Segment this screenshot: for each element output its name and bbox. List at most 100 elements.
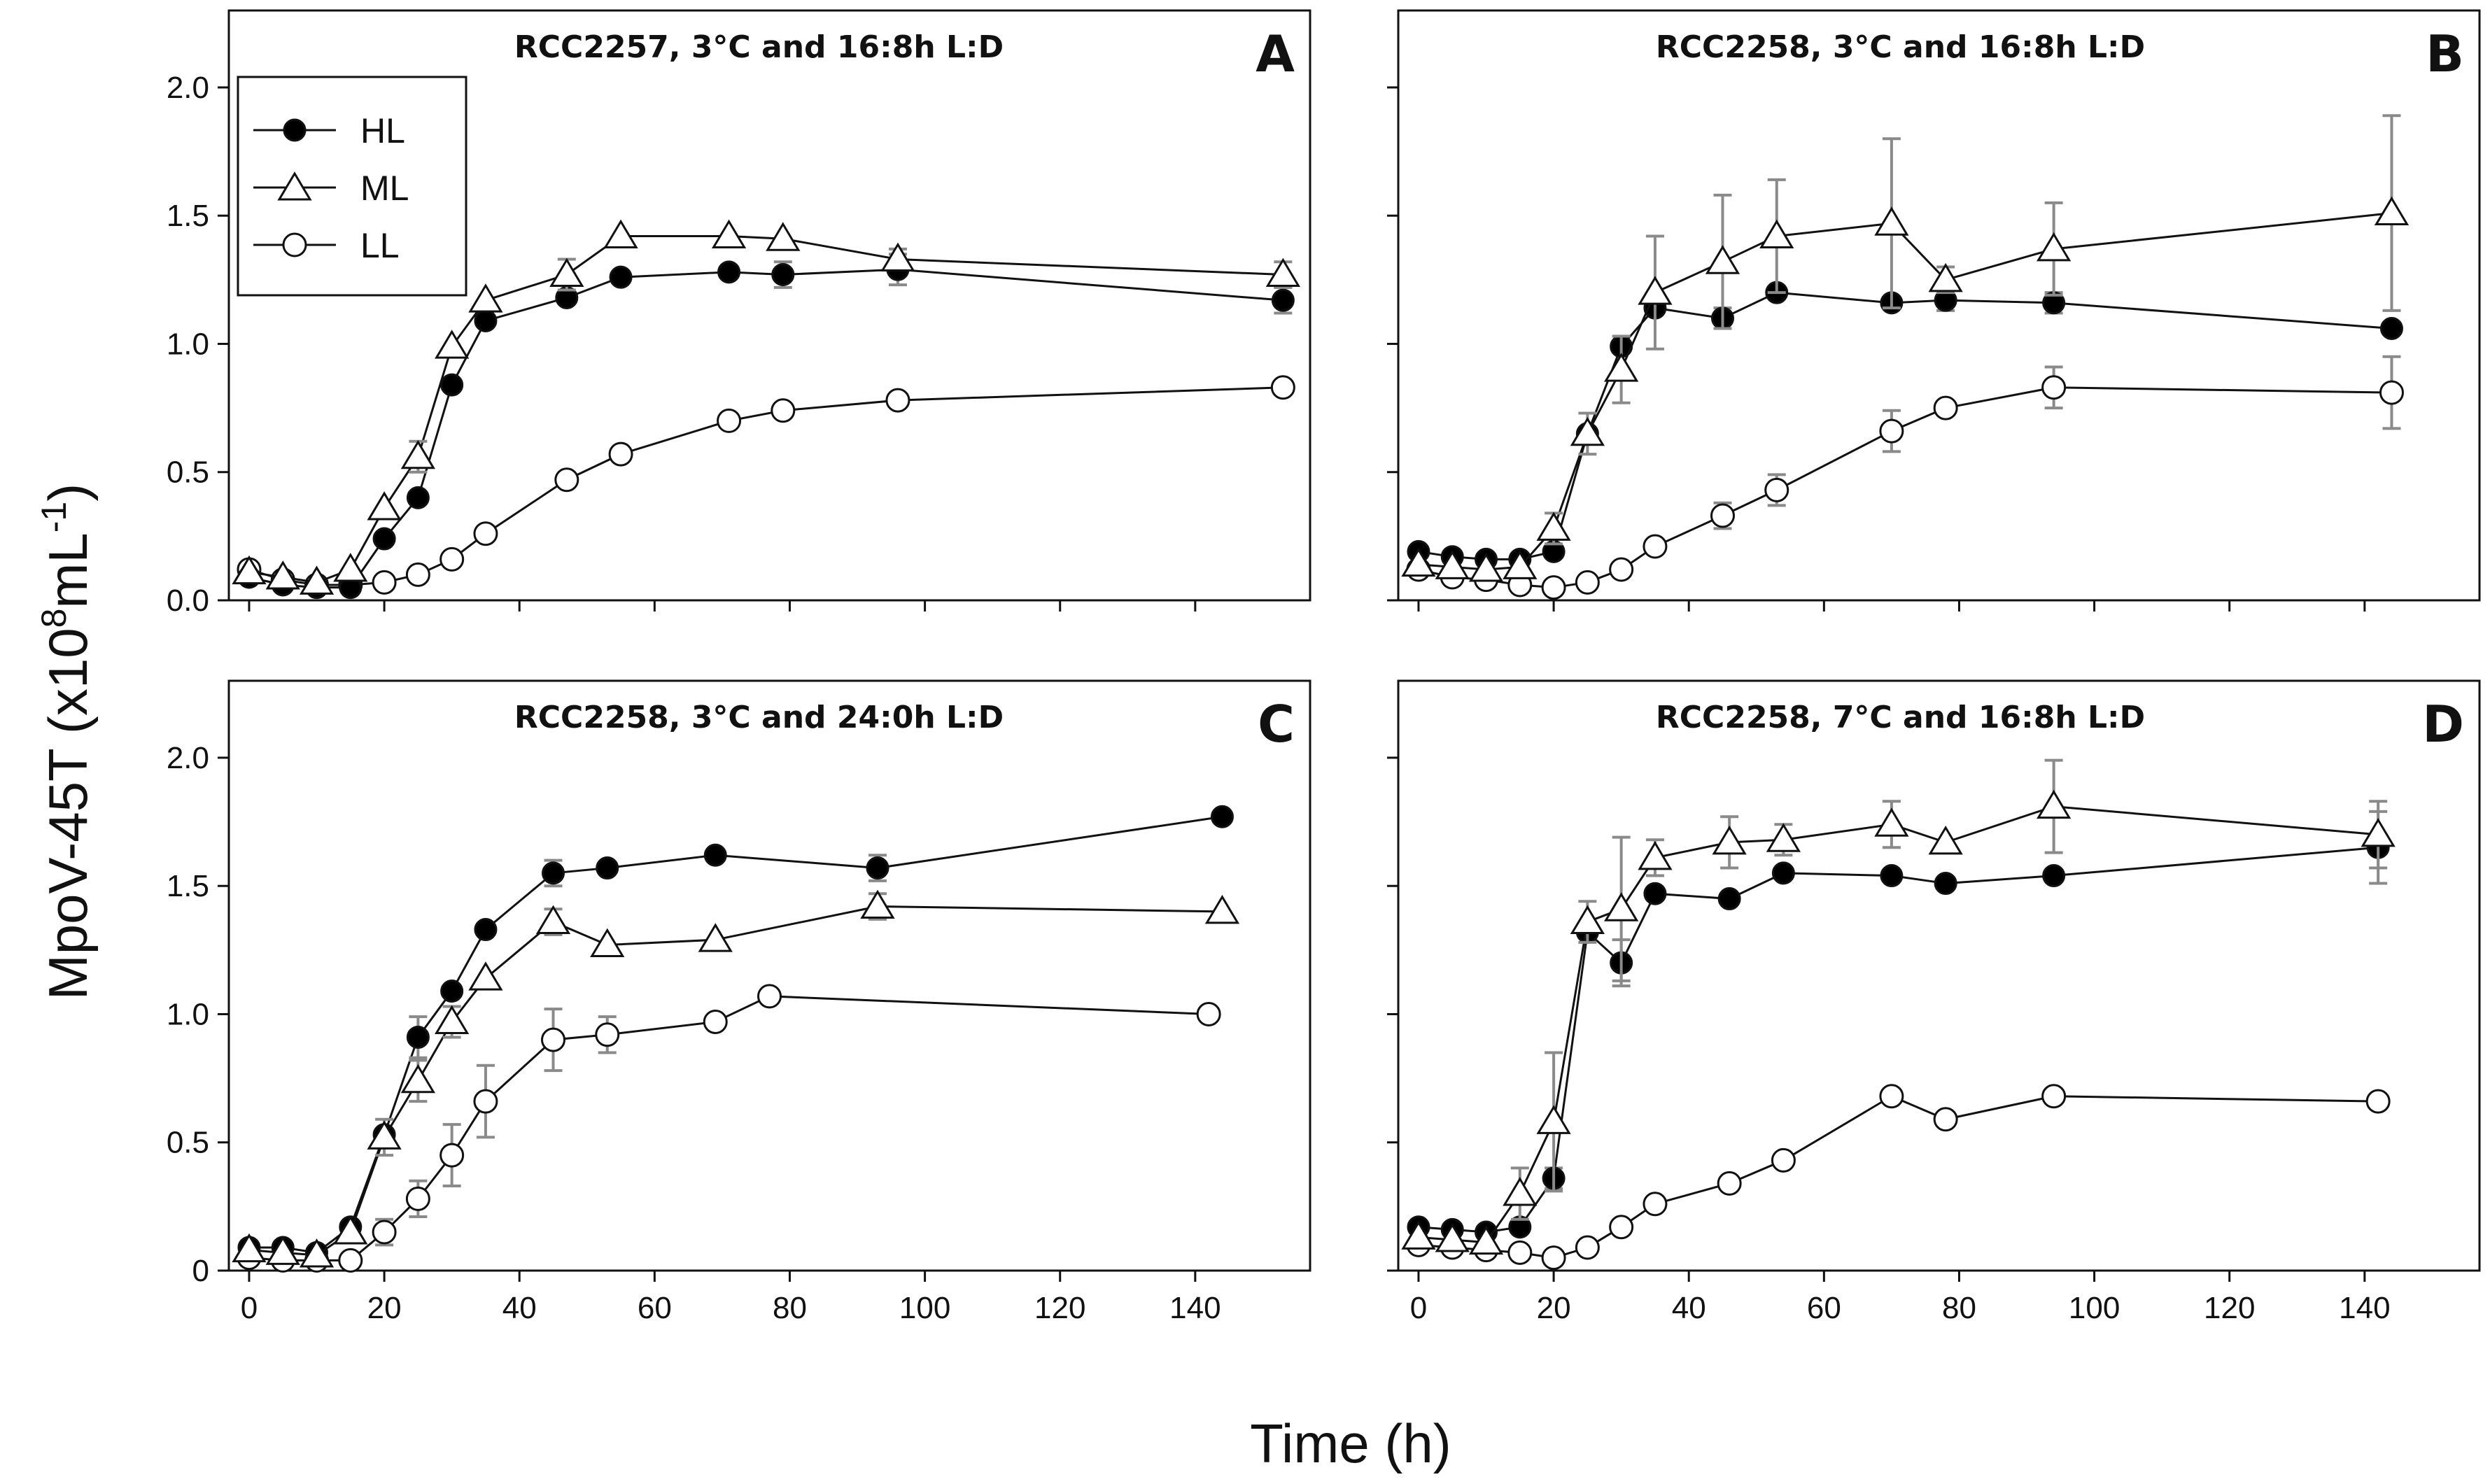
- data-point-ll: [1541, 575, 1566, 600]
- data-point-hl: [609, 265, 633, 289]
- data-point-ll: [1643, 1192, 1668, 1217]
- y-axis-label-main: MpoV-45T (x10: [37, 628, 99, 1000]
- panel-title-c: RCC2258, 3°C and 24:0h L:D: [514, 700, 1004, 735]
- data-point-ml: [1928, 262, 1963, 292]
- series-ml: [232, 219, 1301, 595]
- data-point-ml: [435, 330, 470, 359]
- data-point-hl: [372, 527, 396, 551]
- data-point-ll: [1933, 1107, 1958, 1132]
- x-tick-label: 40: [1672, 1291, 1706, 1325]
- data-point-ml: [1401, 1220, 1436, 1250]
- data-point-ll: [1575, 570, 1600, 595]
- data-point-ll: [1541, 1245, 1566, 1271]
- y-tick-label: 1.0: [167, 997, 209, 1031]
- data-point-hl: [1210, 805, 1234, 828]
- data-point-hl: [703, 843, 727, 867]
- data-point-hl: [474, 309, 498, 332]
- legend-marker-ml: [277, 171, 312, 201]
- legend-item-ml: ML: [253, 169, 409, 208]
- x-tick-label: 120: [1034, 1291, 1085, 1325]
- x-tick-label: 80: [773, 1291, 807, 1325]
- data-point-ml: [333, 1215, 368, 1245]
- data-point-ll: [1879, 1084, 1904, 1109]
- y-tick-label: 0: [192, 1254, 209, 1288]
- data-point-ml: [2037, 232, 2072, 262]
- x-tick-label: 100: [899, 1291, 950, 1325]
- data-point-ll: [1643, 534, 1668, 559]
- data-point-ll: [2379, 380, 2404, 405]
- legend-item-ll: LL: [253, 226, 400, 265]
- data-point-ml: [2037, 789, 2072, 819]
- data-point-ml: [1759, 219, 1794, 249]
- data-point-ll: [703, 1009, 728, 1034]
- y-tick-label: 1.5: [167, 199, 209, 233]
- panel-title-d: RCC2258, 7°C and 16:8h L:D: [1656, 700, 2145, 735]
- legend-marker-ll: [282, 232, 307, 257]
- data-point-ll: [1575, 1235, 1600, 1260]
- data-point-ll: [1764, 477, 1789, 502]
- legend-item-hl: HL: [253, 111, 405, 150]
- y-axis-label: MpoV-45T (x108mL-1): [34, 483, 99, 1000]
- series-ml: [1401, 758, 2396, 1255]
- legend-marker-hl: [283, 118, 307, 142]
- legend-box: [237, 76, 467, 297]
- x-tick-label: 0: [241, 1291, 258, 1325]
- data-point-ml: [265, 560, 300, 590]
- data-point-ll: [439, 546, 465, 572]
- data-point-ml: [1874, 206, 1909, 236]
- data-point-ml: [265, 1236, 300, 1265]
- data-point-ml: [1536, 1105, 1571, 1134]
- x-tick-label: 140: [2339, 1291, 2390, 1325]
- panel-letter-c: C: [1258, 695, 1295, 754]
- data-point-ml: [1468, 1225, 1504, 1255]
- data-point-ml: [299, 1238, 335, 1268]
- data-point-hl: [406, 1025, 430, 1049]
- data-point-ll: [473, 521, 498, 546]
- data-point-hl: [1643, 882, 1667, 905]
- x-tick-label: 140: [1169, 1291, 1221, 1325]
- data-point-ml: [1435, 1223, 1470, 1252]
- data-point-ll: [595, 1022, 620, 1047]
- data-point-ml: [1503, 550, 1538, 579]
- x-tick-label: 100: [2069, 1291, 2120, 1325]
- data-point-ml: [232, 555, 267, 585]
- x-tick-label: 60: [638, 1291, 672, 1325]
- panel-letter-b: B: [2426, 24, 2464, 83]
- data-point-ll: [1771, 1147, 1796, 1173]
- data-point-hl: [771, 263, 795, 287]
- data-point-ll: [1507, 1240, 1533, 1265]
- data-point-ll: [1609, 1215, 1634, 1240]
- data-point-ml: [1468, 553, 1504, 582]
- legend-label-ml: ML: [360, 169, 409, 208]
- data-point-ll: [405, 1186, 430, 1211]
- data-point-ll: [473, 1089, 498, 1114]
- data-point-ml: [400, 439, 436, 469]
- data-point-ml: [1638, 276, 1673, 305]
- data-point-ml: [2361, 817, 2396, 847]
- data-point-ll: [2041, 375, 2067, 400]
- data-point-ml: [468, 283, 503, 313]
- data-point-hl: [1880, 864, 1904, 888]
- data-point-ml: [698, 923, 733, 952]
- x-axis-label: Time (h): [1250, 1413, 1451, 1474]
- data-point-ll: [1933, 395, 1958, 421]
- data-point-ml: [1638, 840, 1673, 870]
- data-point-ml: [1265, 257, 1301, 288]
- data-point-hl: [2042, 864, 2066, 888]
- x-tick-label: 80: [1942, 1291, 1976, 1325]
- data-point-hl: [866, 856, 889, 880]
- data-point-ml: [711, 219, 747, 249]
- data-point-ml: [232, 1233, 267, 1263]
- data-point-ml: [367, 491, 402, 521]
- x-tick-label: 60: [1807, 1291, 1841, 1325]
- data-point-ml: [468, 961, 503, 991]
- data-point-ml: [299, 565, 335, 595]
- series-ml: [232, 889, 1240, 1268]
- data-point-ml: [1604, 892, 1639, 921]
- y-tick-label: 2.0: [167, 71, 209, 105]
- panels: 0.0 0.5 1.0 1.5 2.0 RCC2257, 3°C and 16:8h L:…: [167, 9, 2481, 1325]
- x-tick-label: 40: [502, 1291, 537, 1325]
- y-tick-label: 0.5: [167, 455, 209, 490]
- data-point-hl: [1717, 887, 1741, 911]
